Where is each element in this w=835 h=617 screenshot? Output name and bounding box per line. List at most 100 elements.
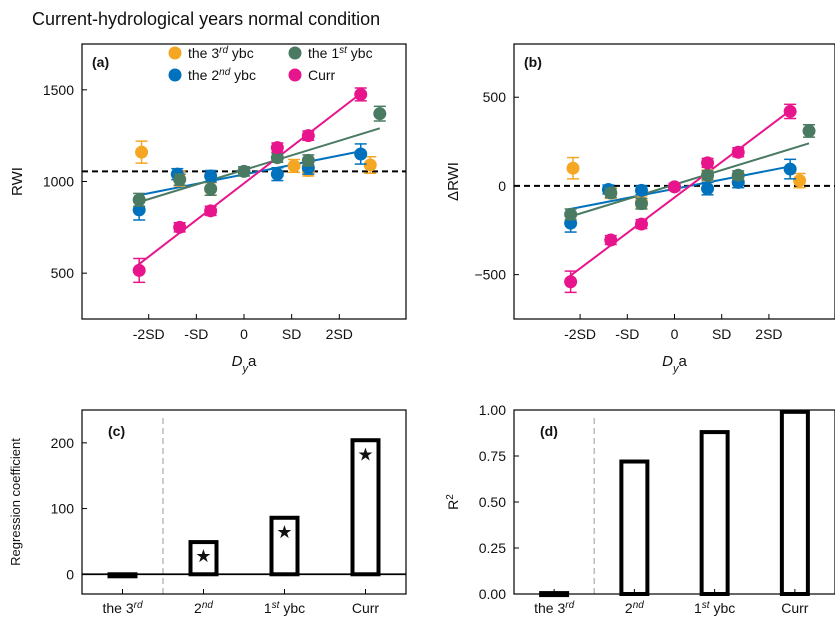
data-point-2nd [783, 162, 797, 176]
data-point-2nd [701, 182, 715, 196]
y-axis-label: R2 [445, 494, 462, 510]
data-point-3rd [566, 161, 580, 175]
axes-frame [513, 409, 835, 595]
data-point-2nd [354, 147, 368, 161]
y-tick-label: 0 [66, 566, 74, 582]
x-tick-label: SD [282, 326, 301, 342]
data-point-1st [701, 168, 715, 182]
data-point-1st [802, 124, 816, 138]
data-point-3rd [135, 145, 149, 159]
y-tick-label: 200 [51, 435, 75, 451]
x-category-label: 2nd [194, 600, 213, 617]
x-axis-label: Dya [232, 353, 257, 375]
panel-d: 0.00 0.25 0.50 0.75 1.00 the 3rd 2nd 1st ybc Cur… [445, 402, 835, 616]
y-tick-label: −500 [474, 267, 506, 283]
bar-2 [699, 430, 730, 596]
x-tick-label: -2SD [564, 326, 596, 342]
significance-star: ★ [276, 522, 292, 542]
data-point-1st [132, 193, 146, 207]
data-point-curr [634, 217, 648, 231]
legend-marker-2nd [168, 68, 182, 82]
data-point-1st [270, 151, 284, 165]
data-point-1st [237, 164, 251, 178]
y-tick-label: 0.75 [479, 448, 506, 464]
y-tick-label: 500 [51, 265, 75, 281]
data-point-curr [204, 204, 218, 218]
data-point-curr [173, 220, 187, 234]
panel-c: ★ ★ ★ 0 100 200 the 3rd 2nd 1st ybc Curr Regressio… [8, 409, 407, 617]
y-axis-label: ΔRWI [445, 162, 462, 201]
x-tick-label: -SD [615, 326, 639, 342]
bar-3 [779, 409, 810, 596]
data-point-1st [173, 173, 187, 187]
fit-line-1st [134, 127, 381, 205]
y-tick-label: 500 [483, 89, 507, 105]
y-tick-label: 1000 [43, 174, 74, 190]
data-point-3rd [363, 158, 377, 172]
panel-b: −500 0 500 -2SD -SD 0 SD 2SD Dya ΔRWI (b) [445, 43, 835, 375]
x-tick-label: -2SD [133, 326, 165, 342]
fit-line-curr [565, 109, 791, 280]
x-category-label: Curr [781, 600, 809, 616]
x-category-label: 1st ybc [264, 600, 305, 617]
legend-label-3rd: the 3rd ybc [188, 45, 254, 62]
significance-star: ★ [195, 546, 211, 566]
x-category-label: the 3rd [102, 600, 142, 617]
significance-star: ★ [357, 444, 373, 464]
x-tick-label: 0 [240, 326, 248, 342]
panel-label: (c) [108, 423, 125, 439]
fit-line-curr [133, 92, 362, 269]
axes-frame [81, 409, 407, 595]
data-point-3rd [793, 174, 807, 188]
data-point-3rd [287, 159, 301, 173]
bar-3 [350, 438, 381, 577]
x-tick-label: 2SD [755, 326, 782, 342]
panel-label: (a) [92, 54, 109, 70]
y-tick-label: 0.00 [479, 586, 506, 602]
data-point-1st [604, 186, 618, 200]
fit-line-1st [565, 142, 810, 219]
data-point-curr [604, 233, 618, 247]
legend-marker-curr [288, 68, 302, 82]
y-tick-label: 1500 [43, 82, 74, 98]
legend-label-2nd: the 2nd ybc [188, 67, 256, 84]
y-axis-label: RWI [9, 167, 26, 196]
bar-0 [107, 572, 138, 579]
panel-label: (b) [524, 54, 542, 70]
data-point-1st [373, 107, 387, 121]
x-tick-label: 0 [671, 326, 679, 342]
bar-1 [188, 540, 219, 577]
y-axis-label: Regression coefficient [8, 438, 23, 566]
data-point-1st [301, 153, 315, 167]
legend-marker-1st [288, 46, 302, 60]
panel-label: (d) [540, 423, 558, 439]
data-point-2nd [270, 167, 284, 181]
data-point-2nd [204, 169, 218, 183]
legend-marker-3rd [168, 46, 182, 60]
y-tick-label: 0 [498, 178, 506, 194]
data-point-curr [132, 263, 146, 277]
data-point-curr [270, 141, 284, 155]
legend-label-curr: Curr [308, 67, 336, 83]
data-point-curr [564, 275, 578, 289]
y-tick-label: 100 [51, 501, 75, 517]
legend-label-1st: the 1st ybc [308, 45, 373, 62]
axes-frame [81, 43, 407, 320]
data-point-curr [701, 156, 715, 170]
data-point-1st [634, 197, 648, 211]
y-tick-label: 0.25 [479, 540, 506, 556]
x-axis-label: Dya [662, 353, 687, 375]
x-tick-label: SD [712, 326, 731, 342]
x-tick-label: -SD [184, 326, 208, 342]
data-point-2nd [634, 183, 648, 197]
x-category-label: 1st ybc [694, 600, 735, 617]
panel-a: 500 1000 1500 -2SD -SD 0 SD 2SD Dya RWI (a) the 3rd… [9, 43, 407, 375]
data-point-1st [204, 182, 218, 196]
x-tick-label: 2SD [326, 326, 353, 342]
x-category-label: Curr [352, 600, 380, 616]
data-point-curr [301, 129, 315, 143]
figure-title: Current-hydrological years normal condit… [32, 9, 381, 29]
x-category-label: 2nd [625, 600, 644, 617]
y-tick-label: 1.00 [479, 402, 506, 418]
